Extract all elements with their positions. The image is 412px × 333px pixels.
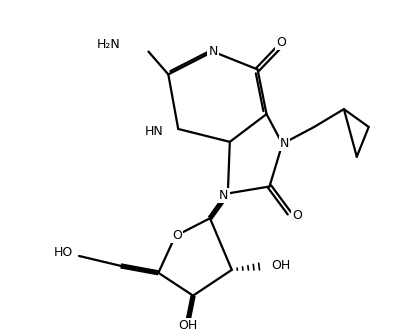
Text: O: O: [293, 209, 302, 222]
Text: HO: HO: [54, 246, 73, 259]
Text: N: N: [280, 137, 289, 150]
Text: O: O: [172, 229, 182, 242]
Text: N: N: [219, 189, 229, 202]
Text: HN: HN: [145, 126, 164, 139]
Text: OH: OH: [271, 259, 290, 272]
Text: O: O: [276, 36, 286, 49]
Text: H₂N: H₂N: [97, 38, 121, 51]
Text: OH: OH: [178, 319, 198, 332]
Text: N: N: [208, 45, 218, 58]
